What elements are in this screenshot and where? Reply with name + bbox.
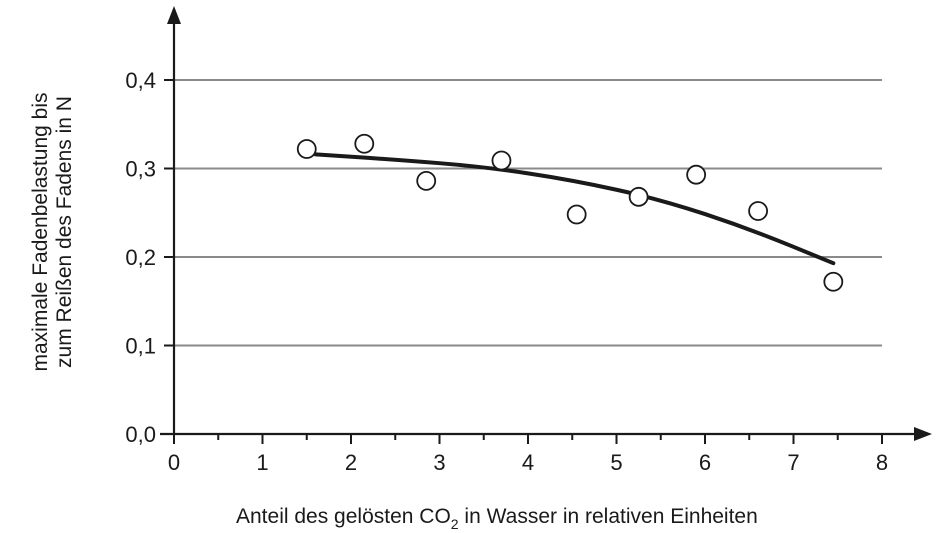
data-point-6: [686, 164, 707, 185]
y-tick-label-2: 0,2: [125, 245, 156, 270]
x-tick-label-1: 1: [256, 450, 268, 475]
y-axis-title: maximale Fadenbelastung biszum Reißen de…: [29, 93, 76, 372]
x-tick-label-2: 2: [345, 450, 357, 475]
data-point-3: [491, 150, 512, 171]
axes: [160, 6, 932, 441]
x-tick-label-8: 8: [876, 450, 888, 475]
y-axis-arrow: [167, 6, 181, 24]
data-point-4: [566, 204, 587, 225]
x-tick-label-0: 0: [168, 450, 180, 475]
y-axis-title-line1: maximale Fadenbelastung bis: [29, 93, 52, 372]
data-point-1: [354, 133, 375, 154]
data-points: [296, 133, 844, 292]
data-point-7: [748, 201, 768, 221]
grid-lines: [174, 79, 882, 347]
data-point-8: [823, 271, 844, 292]
y-tick-label-1: 0,1: [125, 334, 156, 359]
trend-line: [313, 152, 836, 266]
x-ticks: 0 1 2 3 4 5 6 7 8: [168, 434, 888, 475]
y-tick-label-4: 0,4: [125, 68, 156, 93]
x-axis-title-rest: in Wasser in relativen Einheiten: [459, 505, 758, 528]
data-point-5: [628, 186, 649, 207]
x-tick-label-3: 3: [433, 450, 445, 475]
x-tick-label-4: 4: [522, 450, 534, 475]
x-tick-label-7: 7: [787, 450, 799, 475]
data-point-2: [416, 170, 437, 191]
x-axis-title-subscript: 2: [451, 516, 459, 532]
data-point-0: [296, 139, 317, 159]
y-axis-title-line2: zum Reißen des Fadens in N: [53, 96, 76, 368]
y-ticks: 0,0 0,1 0,2 0,3 0,4: [125, 68, 174, 447]
x-axis-arrow: [914, 427, 932, 441]
y-tick-label-3: 0,3: [125, 157, 156, 182]
x-axis-title: Anteil des gelösten CO2 in Wasser in rel…: [236, 505, 758, 532]
y-tick-label-0: 0,0: [125, 422, 156, 447]
x-tick-label-5: 5: [610, 450, 622, 475]
x-tick-label-6: 6: [699, 450, 711, 475]
